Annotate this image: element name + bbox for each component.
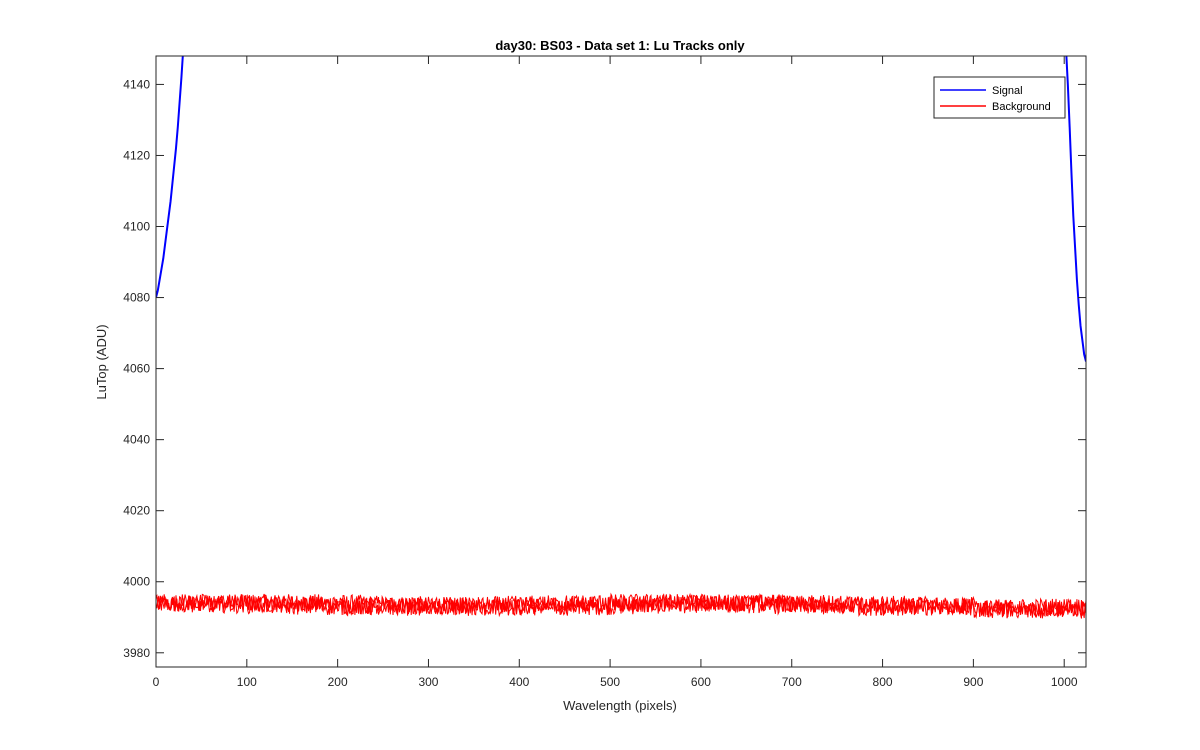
y-tick-label: 3980 xyxy=(123,646,150,660)
y-tick-label: 4040 xyxy=(123,433,150,447)
y-tick-label: 4060 xyxy=(123,362,150,376)
plot-area xyxy=(155,55,1087,668)
y-tick-label: 4020 xyxy=(123,504,150,518)
x-tick-label: 800 xyxy=(873,675,893,689)
plot-frame xyxy=(155,55,1087,668)
y-axis: 3980 4000 4020 4040 4060 4080 4100 4120 4140 xyxy=(123,77,1086,660)
x-tick-label: 400 xyxy=(509,675,529,689)
x-axis-label: Wavelength (pixels) xyxy=(563,698,677,713)
x-tick-label: 600 xyxy=(691,675,711,689)
legend-background-label: Background xyxy=(992,101,1051,113)
y-tick-label: 4120 xyxy=(123,148,150,162)
x-tick-label: 500 xyxy=(600,675,620,689)
y-tick-label: 4000 xyxy=(123,575,150,589)
y-axis-label: LuTop (ADU) xyxy=(94,324,109,399)
y-tick-label: 4080 xyxy=(123,291,150,305)
series-signal-line xyxy=(1065,56,1086,362)
x-tick-label: 700 xyxy=(782,675,802,689)
series-signal-line xyxy=(156,56,184,298)
chart-title: day30: BS03 - Data set 1: Lu Tracks only xyxy=(495,38,745,53)
legend-signal-label: Signal xyxy=(992,85,1023,97)
x-tick-label: 300 xyxy=(418,675,438,689)
legend: Signal Background xyxy=(933,76,1066,119)
x-axis: 0 100 200 300 400 500 600 700 800 900 1000 xyxy=(153,56,1078,689)
series-background-line xyxy=(156,592,1086,618)
x-tick-label: 0 xyxy=(153,675,160,689)
legend-box xyxy=(933,76,1066,119)
x-tick-label: 900 xyxy=(963,675,983,689)
y-tick-label: 4140 xyxy=(123,77,150,91)
x-tick-label: 1000 xyxy=(1051,675,1078,689)
x-tick-label: 100 xyxy=(237,675,257,689)
y-tick-label: 4100 xyxy=(123,220,150,234)
x-tick-label: 200 xyxy=(328,675,348,689)
